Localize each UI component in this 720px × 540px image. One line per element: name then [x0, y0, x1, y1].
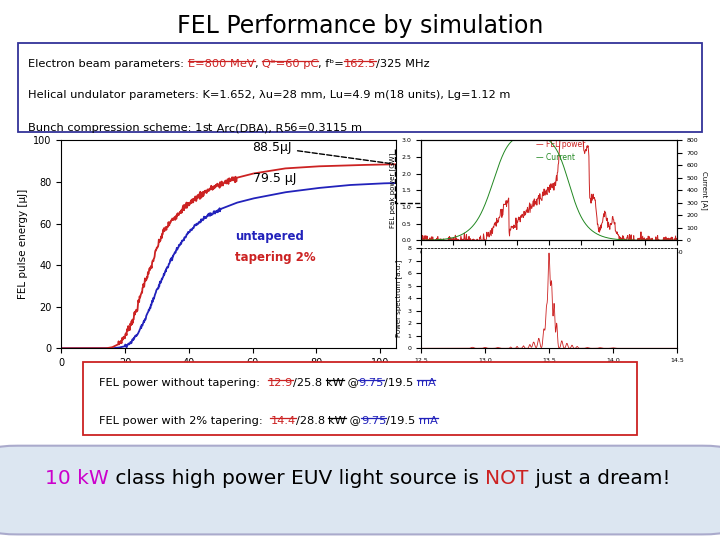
Text: 56: 56 [284, 123, 298, 133]
Text: /325 MHz: /325 MHz [377, 59, 430, 69]
Text: — Current: — Current [536, 153, 575, 163]
Text: 9.75: 9.75 [359, 378, 384, 388]
Text: /25.8: /25.8 [293, 378, 325, 388]
Text: mA: mA [417, 378, 436, 388]
Text: Electron beam parameters:: Electron beam parameters: [28, 59, 188, 69]
Text: 10 kW: 10 kW [45, 469, 109, 488]
Text: 9.75: 9.75 [361, 416, 387, 427]
Y-axis label: FEL pulse energy [μJ]: FEL pulse energy [μJ] [17, 189, 27, 300]
Text: kW: kW [325, 378, 343, 388]
Text: Bunch compression scheme: 1: Bunch compression scheme: 1 [28, 123, 202, 133]
Text: Arc(DBA), R: Arc(DBA), R [213, 123, 284, 133]
Text: /19.5: /19.5 [387, 416, 419, 427]
FancyBboxPatch shape [83, 362, 637, 435]
X-axis label: Wavelength [nm]: Wavelength [nm] [513, 369, 585, 377]
Text: tapering 2%: tapering 2% [235, 251, 316, 264]
Text: kW: kW [328, 416, 346, 427]
Text: 162.5: 162.5 [344, 59, 377, 69]
Text: — FEL power: — FEL power [536, 140, 585, 150]
Text: , fᵇ=: , fᵇ= [318, 59, 344, 69]
Text: /28.8: /28.8 [295, 416, 328, 427]
Text: untapered: untapered [235, 230, 304, 243]
Text: 14.4: 14.4 [271, 416, 295, 427]
Text: Helical undulator parameters: K=1.652, λu=28 mm, Lu=4.9 m(18 units), Lg=1.12 m: Helical undulator parameters: K=1.652, λ… [28, 90, 510, 99]
Text: ,: , [254, 59, 262, 69]
Text: just a dream!: just a dream! [529, 469, 670, 488]
Text: FEL power without tapering:: FEL power without tapering: [99, 378, 268, 388]
Text: 88.5μJ: 88.5μJ [253, 141, 393, 164]
Text: st: st [202, 123, 213, 133]
X-axis label: Undulator section length [m]: Undulator section length [m] [138, 374, 319, 384]
Text: class high power EUV light source is: class high power EUV light source is [109, 469, 485, 488]
Y-axis label: Current [A]: Current [A] [701, 171, 708, 210]
Text: Qᵇ=60 pC: Qᵇ=60 pC [262, 59, 318, 69]
Text: 12.9: 12.9 [268, 378, 293, 388]
X-axis label: s [μm]: s [μm] [536, 261, 562, 269]
Text: FEL power with 2% tapering:: FEL power with 2% tapering: [99, 416, 271, 427]
Text: @: @ [343, 378, 359, 388]
Y-axis label: FEL peak power [GW]: FEL peak power [GW] [390, 153, 396, 228]
Text: /19.5: /19.5 [384, 378, 417, 388]
Text: E=800 MeV: E=800 MeV [188, 59, 254, 69]
Text: FEL Performance by simulation: FEL Performance by simulation [177, 14, 543, 37]
FancyBboxPatch shape [0, 446, 720, 535]
Y-axis label: Power spectrum [a.u.]: Power spectrum [a.u.] [395, 260, 402, 337]
Text: 79.5 μJ: 79.5 μJ [253, 172, 296, 185]
Text: =0.3115 m: =0.3115 m [298, 123, 361, 133]
Text: NOT: NOT [485, 469, 529, 488]
Text: mA: mA [419, 416, 438, 427]
FancyBboxPatch shape [18, 43, 702, 132]
Text: @: @ [346, 416, 361, 427]
